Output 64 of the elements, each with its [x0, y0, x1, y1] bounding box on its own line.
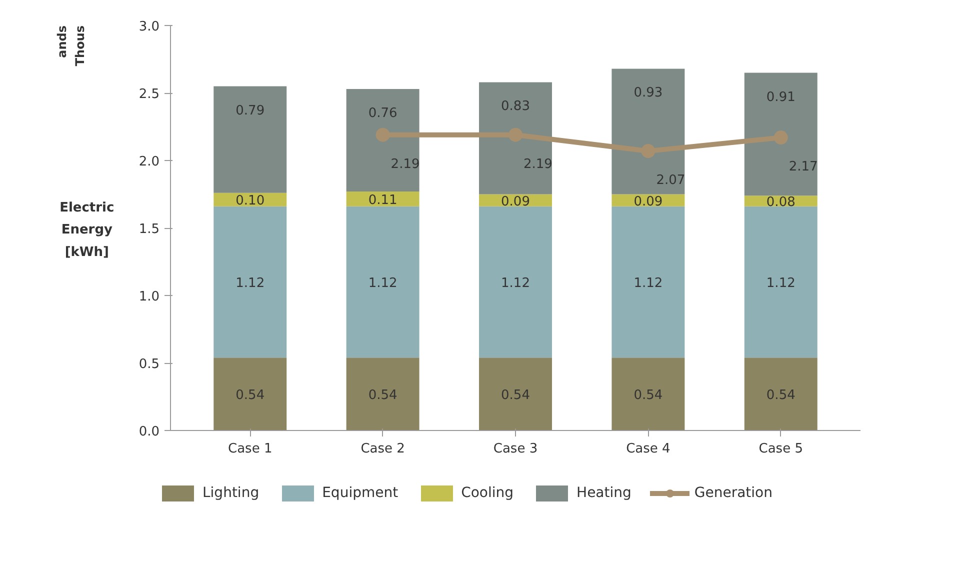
- data-label: 0.83: [501, 99, 530, 114]
- data-label: 0.08: [766, 195, 796, 210]
- x-tick-label: Case 2: [360, 442, 405, 456]
- bar: [346, 358, 420, 430]
- data-label: 2.19: [390, 156, 420, 172]
- text: Thous: [72, 25, 87, 66]
- data-label: 2.19: [524, 156, 552, 172]
- point: [508, 128, 522, 142]
- data-label: 0.54: [501, 388, 530, 404]
- bar: [612, 358, 685, 430]
- bar: [612, 206, 685, 358]
- y-tick-label: 0.0: [138, 424, 160, 440]
- legend-label: Generation: [694, 484, 773, 500]
- bar: [479, 82, 552, 194]
- bar: [214, 86, 287, 193]
- legend-label: Lighting: [202, 484, 260, 500]
- data-label: 1.12: [368, 276, 398, 291]
- data-label: 1.12: [766, 276, 796, 291]
- x-tick-label: Case 1: [228, 442, 272, 456]
- legend-label: Cooling: [461, 484, 514, 500]
- data-label: 0.09: [634, 194, 663, 210]
- bar: [744, 206, 818, 358]
- bar: [612, 68, 685, 194]
- bar: [214, 206, 287, 358]
- legend-label: Equipment: [322, 484, 398, 500]
- y-tick-label: 3.0: [138, 20, 160, 34]
- data-label: 0.93: [634, 86, 663, 101]
- data-label: 0.91: [766, 90, 796, 105]
- point: [376, 128, 390, 142]
- data-label: 0.54: [368, 388, 398, 404]
- data-label: 0.09: [501, 194, 530, 210]
- bar: [346, 206, 420, 358]
- bar: [744, 72, 818, 196]
- data-label: 0.76: [368, 106, 398, 121]
- data-label: 0.79: [236, 103, 265, 118]
- data-label: 1.12: [501, 276, 530, 291]
- legend-label: Heating: [576, 484, 632, 500]
- data-label: 2.07: [656, 173, 686, 188]
- point: [641, 144, 656, 158]
- y-tick-label: 0.5: [138, 357, 160, 372]
- y-tick-label: 1.5: [138, 222, 160, 237]
- x-tick-label: Case 5: [758, 442, 803, 456]
- text: ands: [54, 26, 69, 58]
- data-label: 1.12: [236, 276, 265, 291]
- data-label: 0.10: [236, 194, 265, 209]
- bar: [214, 358, 287, 430]
- bar: [346, 88, 420, 192]
- data-label: 1.12: [634, 276, 663, 291]
- bar: [744, 358, 818, 430]
- y-axis-title: Electric Energy [kWh]: [60, 200, 114, 260]
- data-label: 0.11: [368, 192, 398, 208]
- data-label: 0.54: [236, 388, 265, 404]
- y-tick-label: 2.0: [138, 154, 160, 170]
- y-tick-label: 1.0: [138, 290, 160, 304]
- bar: [346, 192, 420, 206]
- data-label: 0.54: [634, 388, 663, 404]
- x-tick-label: Case 3: [493, 442, 538, 456]
- x-tick-label: Case 4: [626, 442, 670, 456]
- y-tick-label: 2.5: [138, 87, 160, 102]
- bar: [479, 206, 552, 358]
- data-label: 2.17: [788, 160, 818, 175]
- data-label: 0.54: [766, 388, 796, 404]
- bar: [479, 358, 552, 430]
- point: [774, 130, 788, 145]
